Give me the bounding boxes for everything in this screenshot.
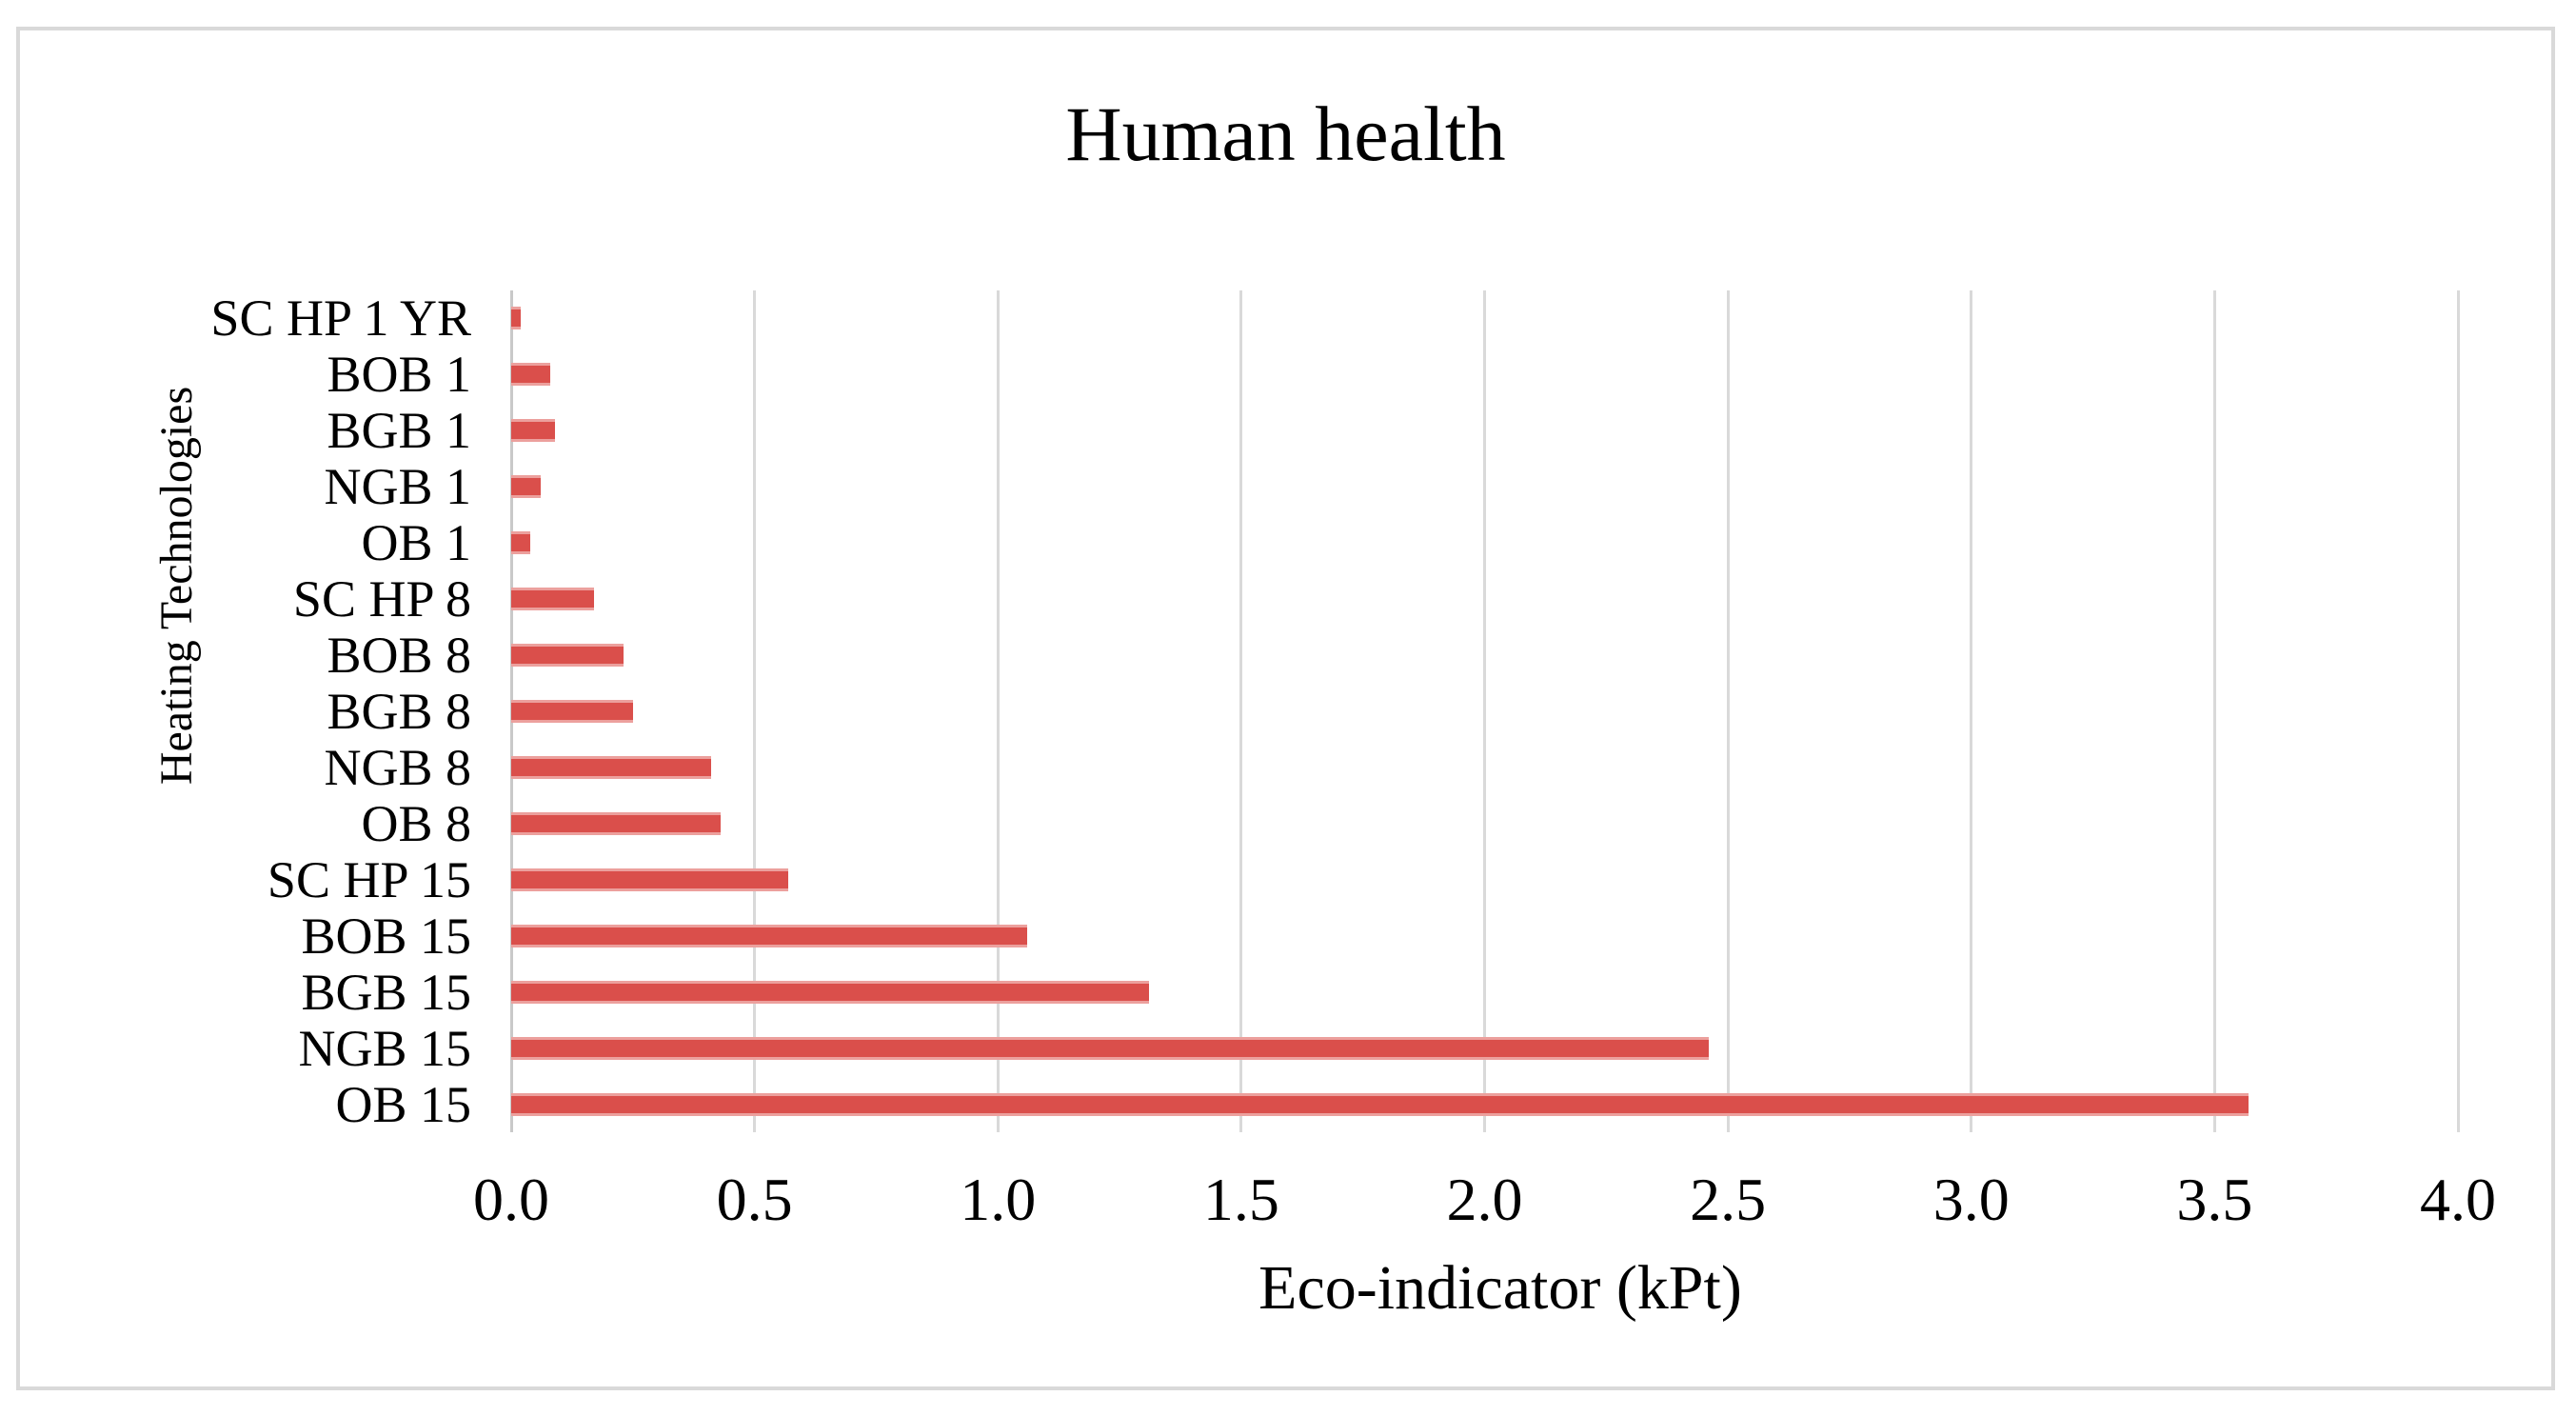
bar-ngb-8: [511, 755, 711, 779]
bar-bgb-15: [511, 980, 1149, 1004]
bar-ob-15: [511, 1092, 2249, 1116]
x-tick-label-2.0: 2.0: [1446, 1166, 1523, 1233]
bar-ob-8: [511, 811, 721, 835]
category-label-bgb-15: BGB 15: [301, 963, 471, 1021]
bar-bob-8: [511, 644, 624, 668]
x-tick-label-3.5: 3.5: [2176, 1166, 2253, 1233]
bar-bgb-8: [511, 700, 633, 723]
gridline-4.0: [2456, 290, 2460, 1132]
category-label-ngb-8: NGB 8: [324, 738, 471, 796]
category-label-ngb-1: NGB 1: [324, 458, 471, 516]
category-label-ob-15: OB 15: [335, 1075, 471, 1133]
category-label-ob-8: OB 8: [361, 794, 471, 852]
bar-bob-15: [511, 924, 1027, 947]
category-label-bgb-1: BGB 1: [327, 402, 471, 460]
bar-sc-hp-8: [511, 588, 594, 611]
bar-ngb-15: [511, 1036, 1709, 1060]
x-axis-title: Eco-indicator (kPt): [1258, 1253, 1742, 1323]
gridline-3.0: [1970, 290, 1973, 1132]
chart-title: Human health: [1065, 90, 1506, 177]
x-tick-label-0.5: 0.5: [716, 1166, 793, 1233]
chart-frame: Human health Heating Technologies SC HP …: [16, 27, 2555, 1390]
category-label-sc-hp-15: SC HP 15: [267, 850, 471, 908]
category-label-bob-8: BOB 8: [327, 627, 471, 685]
gridline-0.5: [753, 290, 757, 1132]
bar-sc-hp-1-yr: [511, 307, 522, 330]
x-tick-label-1.0: 1.0: [960, 1166, 1037, 1233]
gridline-3.5: [2212, 290, 2216, 1132]
x-tick-label-4.0: 4.0: [2420, 1166, 2496, 1233]
category-label-bgb-8: BGB 8: [327, 683, 471, 740]
category-label-sc-hp-8: SC HP 8: [292, 570, 471, 628]
bar-ob-1: [511, 531, 531, 555]
gridline-2.5: [1726, 290, 1730, 1132]
gridline-2.0: [1483, 290, 1486, 1132]
x-tick-label-0.0: 0.0: [473, 1166, 549, 1233]
x-tick-label-2.5: 2.5: [1690, 1166, 1767, 1233]
category-label-ob-1: OB 1: [361, 514, 471, 572]
bar-ngb-1: [511, 475, 541, 499]
bar-sc-hp-15: [511, 868, 789, 891]
category-label-sc-hp-1-yr: SC HP 1 YR: [210, 289, 471, 348]
category-label-ngb-15: NGB 15: [298, 1019, 471, 1077]
bar-bob-1: [511, 363, 550, 387]
gridline-1.5: [1239, 290, 1243, 1132]
category-label-bob-15: BOB 15: [301, 907, 471, 965]
bar-bgb-1: [511, 419, 555, 443]
gridline-1.0: [996, 290, 1000, 1132]
plot-area: [509, 290, 2460, 1132]
x-tick-label-3.0: 3.0: [1932, 1166, 2010, 1233]
category-label-bob-1: BOB 1: [327, 346, 471, 404]
x-tick-label-1.5: 1.5: [1202, 1166, 1279, 1233]
